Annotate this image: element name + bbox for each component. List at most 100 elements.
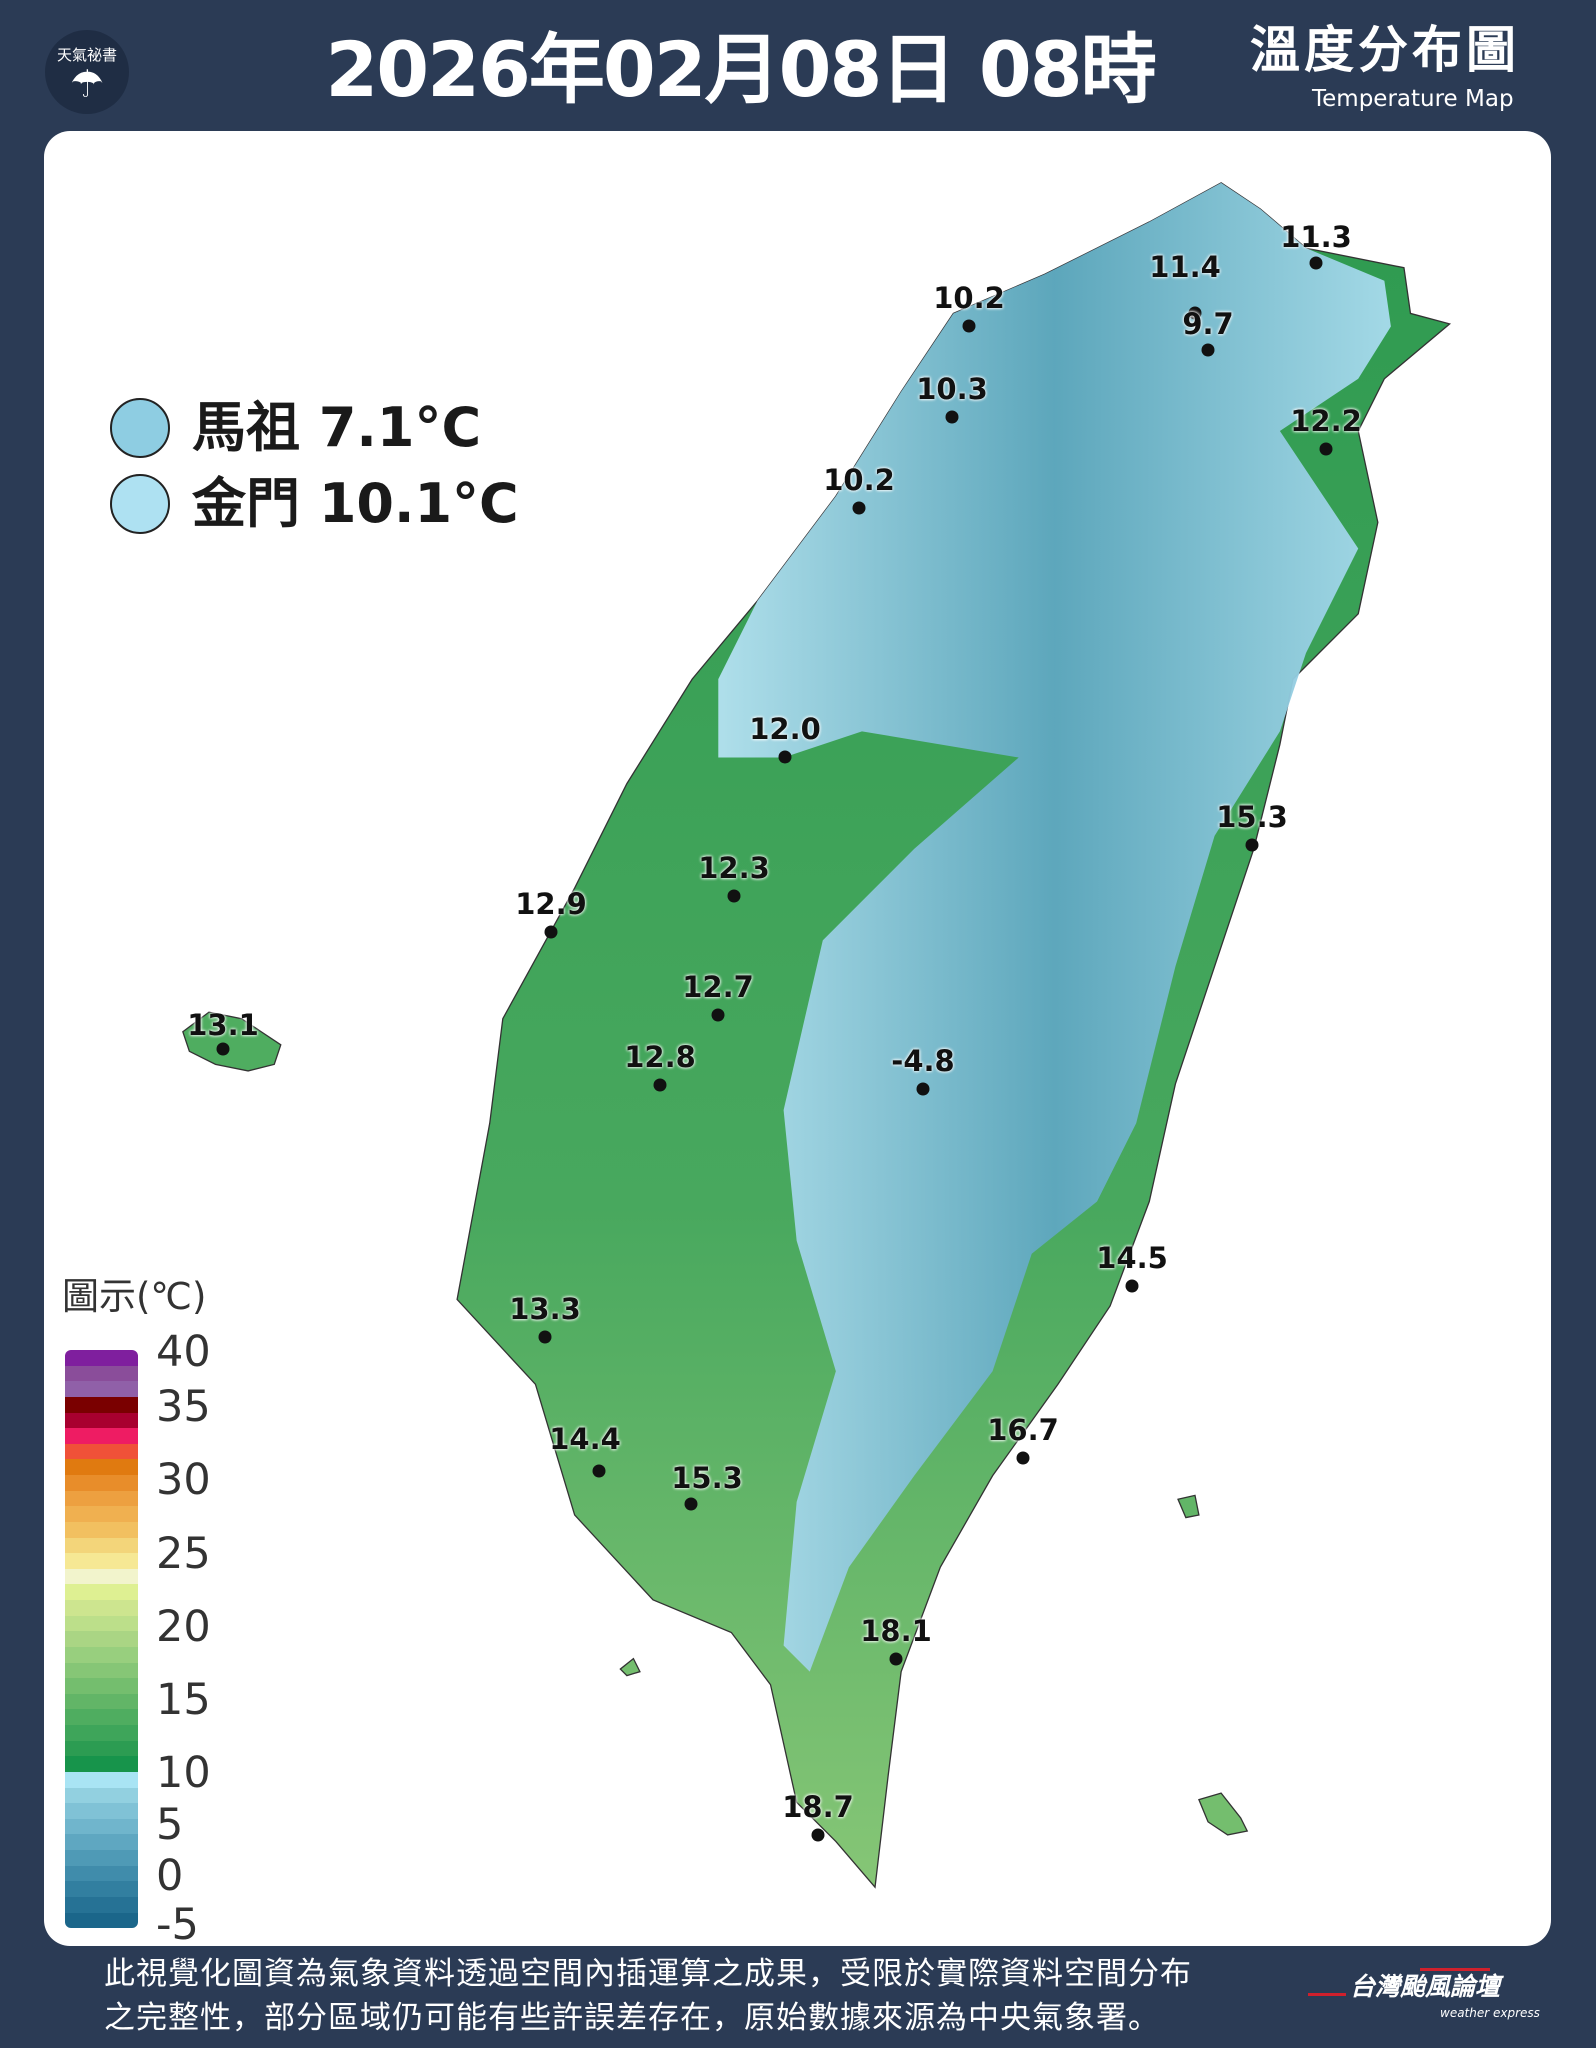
legend-tick-label: 30 <box>156 1455 211 1505</box>
color-band <box>65 1537 138 1554</box>
page-title: 2026年02月08日 08時 <box>325 25 1156 114</box>
color-band <box>65 1412 138 1429</box>
color-band <box>65 1881 138 1897</box>
penghu-islands <box>182 1011 282 1072</box>
color-band <box>65 1381 138 1397</box>
color-band <box>65 1646 138 1663</box>
color-band <box>65 1662 138 1679</box>
color-band <box>65 1850 138 1866</box>
color-band <box>65 1584 138 1600</box>
color-band <box>65 1709 138 1725</box>
legend-tick-label: 5 <box>156 1800 184 1850</box>
station-temperature-label: 12.2 <box>1290 404 1362 438</box>
station-temperature-label: 12.0 <box>749 712 821 746</box>
brand-logo-text: 台灣颱風論壇 <box>1350 1972 1501 2001</box>
color-band <box>65 1350 138 1366</box>
legend-tick-label: 35 <box>156 1382 211 1432</box>
color-band <box>65 1693 138 1710</box>
station-dot <box>592 1464 606 1478</box>
station-temperature-label: 10.3 <box>916 372 988 406</box>
station-dot <box>216 1042 230 1056</box>
matsu-name: 馬祖 <box>192 396 300 459</box>
station-dot <box>1309 256 1323 270</box>
kinmen-color-swatch <box>110 474 170 534</box>
color-band <box>65 1803 138 1819</box>
station-temperature-label: 11.3 <box>1280 220 1352 254</box>
color-band <box>65 1553 138 1569</box>
station-dot <box>1245 838 1259 852</box>
station-temperature-label: 9.7 <box>1182 307 1234 341</box>
color-band <box>65 1568 138 1585</box>
kinmen-name: 金門 <box>192 472 300 535</box>
color-band <box>65 1443 138 1460</box>
brand-decoration <box>1308 1993 1346 1996</box>
legend-tick-label: -5 <box>156 1900 199 1950</box>
color-band <box>65 1678 138 1694</box>
station-dot <box>544 925 558 939</box>
station-temperature-label: 15.3 <box>671 1461 743 1495</box>
cold-region <box>718 182 1391 1672</box>
station-dot <box>1201 343 1215 357</box>
color-band <box>65 1818 138 1835</box>
disclaimer-line-2: 之完整性，部分區域仍可能有些許誤差存在，原始數據來源為中央氣象署。 <box>104 2000 1160 2036</box>
station-temperature-label: 18.1 <box>860 1614 932 1648</box>
station-dot <box>811 1828 825 1842</box>
color-band <box>65 1896 138 1913</box>
orchid-island <box>1198 1792 1249 1836</box>
island-kinmen: 金門 10.1°C <box>110 474 519 534</box>
color-band <box>65 1521 138 1538</box>
station-dot <box>916 1082 930 1096</box>
station-temperature-label: 13.3 <box>509 1292 581 1326</box>
station-temperature-label: 12.7 <box>682 970 754 1004</box>
station-temperature-label: 12.8 <box>624 1040 696 1074</box>
color-band <box>65 1771 138 1788</box>
legend-tick-label: 20 <box>156 1602 211 1652</box>
color-band <box>65 1365 138 1382</box>
color-band <box>65 1740 138 1757</box>
island-matsu: 馬祖 7.1°C <box>110 398 481 458</box>
station-dot <box>684 1497 698 1511</box>
color-band <box>65 1428 138 1444</box>
station-dot <box>962 319 976 333</box>
color-band <box>65 1631 138 1647</box>
logo-text: 天氣祕書 <box>56 46 117 64</box>
station-dot <box>852 501 866 515</box>
color-scale-bar <box>65 1350 138 1928</box>
station-temperature-label: 15.3 <box>1216 800 1288 834</box>
station-dot <box>889 1652 903 1666</box>
liuqiu-island <box>619 1657 641 1677</box>
color-band <box>65 1506 138 1522</box>
color-band <box>65 1725 138 1741</box>
station-temperature-label: 12.3 <box>698 851 770 885</box>
station-dot <box>945 410 959 424</box>
color-band <box>65 1396 138 1413</box>
station-dot <box>1125 1279 1139 1293</box>
color-band <box>65 1787 138 1804</box>
station-dot <box>653 1078 667 1092</box>
map-subtitle-en: Temperature Map <box>1312 86 1514 112</box>
station-temperature-label: 12.9 <box>515 887 587 921</box>
station-temperature-label: 10.2 <box>933 281 1005 315</box>
station-dot <box>727 889 741 903</box>
legend-tick-label: 40 <box>156 1327 211 1377</box>
station-temperature-label: 14.4 <box>549 1422 621 1456</box>
color-band <box>65 1756 138 1772</box>
legend-tick-label: 0 <box>156 1851 184 1901</box>
station-temperature-label: 10.2 <box>823 463 895 497</box>
legend-tick-label: 10 <box>156 1748 211 1798</box>
station-temperature-label: 14.5 <box>1096 1241 1168 1275</box>
color-band <box>65 1834 138 1850</box>
station-temperature-label: 13.1 <box>187 1008 259 1042</box>
legend-title: 圖示(℃) <box>62 1275 207 1318</box>
brand-logo-subtext: weather express <box>1440 2006 1540 2020</box>
kinmen-value: 10.1°C <box>318 472 519 535</box>
matsu-value: 7.1°C <box>318 396 482 459</box>
legend-tick-label: 15 <box>156 1675 211 1725</box>
station-dot <box>538 1330 552 1344</box>
color-band <box>65 1475 138 1491</box>
logo: 天氣祕書 ☂ <box>45 30 129 114</box>
color-band <box>65 1912 138 1928</box>
station-dot <box>778 750 792 764</box>
color-band <box>65 1459 138 1475</box>
